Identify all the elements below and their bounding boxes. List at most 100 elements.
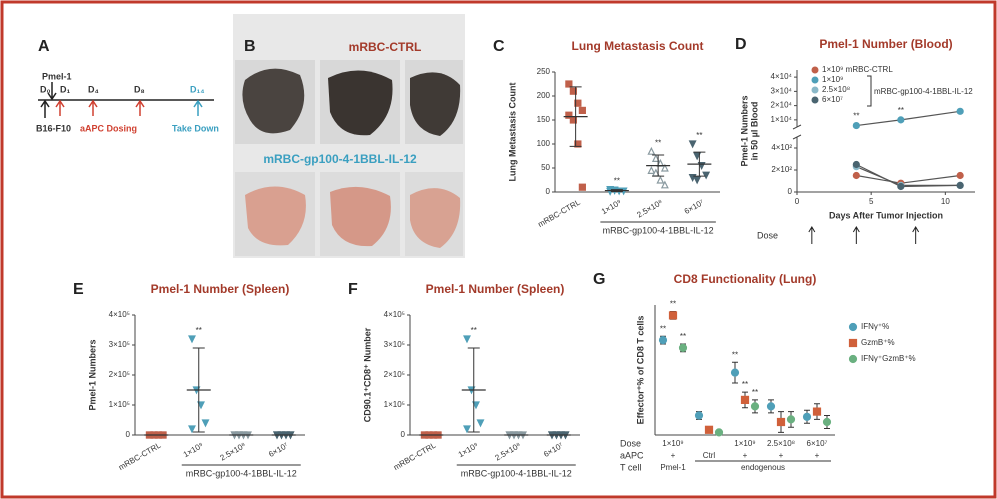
- x-tick-label: 10: [941, 197, 950, 206]
- line: [856, 110, 961, 127]
- point: [693, 176, 702, 185]
- significance: **: [670, 300, 676, 309]
- lung: [328, 70, 393, 136]
- y-tick-label: 1×10⁵: [109, 400, 130, 409]
- photo-title: mRBC-gp100-4-1BBL-IL-12: [263, 152, 417, 166]
- group-label: Pmel-1: [660, 463, 686, 472]
- row-label: Dose: [620, 438, 641, 448]
- group-label: mRBC-gp100-4-1BBL-IL-12: [603, 225, 714, 235]
- error-bar: [693, 151, 706, 177]
- legend-label: 6×10⁷: [822, 95, 843, 104]
- day: D₁: [60, 84, 70, 94]
- point: [188, 425, 196, 434]
- point: [658, 336, 668, 345]
- point: [852, 160, 860, 169]
- x-axis-label: Days After Tumor Injection: [829, 210, 943, 220]
- chart-title: Pmel-1 Number (Spleen): [151, 282, 290, 296]
- y-tick-label: 0: [401, 430, 406, 439]
- error-bar: [467, 347, 480, 433]
- y-tick-label: 0: [126, 430, 131, 439]
- point: [678, 343, 688, 352]
- point: [660, 180, 669, 189]
- y-axis-label: Pmel-1 Numbers: [87, 339, 97, 410]
- day: D₈: [134, 84, 145, 94]
- line: [856, 163, 961, 188]
- dosing-label: aAPC Dosing: [80, 123, 137, 133]
- point: [578, 183, 586, 191]
- y-tick-label: 4×10⁵: [384, 310, 405, 319]
- point: [848, 354, 858, 364]
- chart-title: Pmel-1 Number (Blood): [819, 37, 952, 51]
- lung: [410, 188, 461, 248]
- y-axis-label: Pmel-1 Numbers: [739, 95, 749, 166]
- x-tick-label: mRBC-CTRL: [536, 197, 582, 229]
- significance: **: [614, 177, 620, 186]
- point: [956, 171, 964, 180]
- point: [647, 146, 656, 155]
- row-label: aAPC: [620, 450, 644, 460]
- point: [852, 171, 860, 180]
- x-tick-label: 6×10⁷: [267, 441, 290, 459]
- point: [651, 154, 660, 162]
- bracket: [867, 75, 872, 107]
- day: D₁₄: [190, 84, 205, 94]
- point: [776, 417, 786, 427]
- y-tick-label: 2×10²: [771, 165, 792, 174]
- y-tick-label: 0: [788, 187, 793, 196]
- chart: C Lung Metastasis Count 0 50 100 150 200 250 Lun…: [493, 38, 720, 235]
- significance: **: [696, 131, 702, 140]
- group-label: mRBC-gp100-4-1BBL-IL-12: [186, 468, 297, 478]
- panel-label: F: [348, 281, 358, 298]
- chart: D Pmel-1 Number (Blood) 0 2×10² 4×10² 1×10⁴ 2×…: [735, 36, 975, 244]
- point: [714, 428, 724, 437]
- x-tick-label: 2.5×10⁸: [218, 441, 247, 463]
- point: [565, 80, 573, 88]
- point: [956, 107, 964, 115]
- y-tick-label: 3×10⁵: [109, 340, 130, 349]
- significance: **: [898, 106, 904, 115]
- chart-title: Lung Metastasis Count: [571, 39, 703, 53]
- day: D₀: [40, 84, 51, 94]
- point: [786, 415, 796, 424]
- legend-label: GzmB⁺%: [861, 338, 895, 347]
- point: [201, 419, 210, 428]
- cell: +: [671, 451, 676, 460]
- significance: **: [660, 324, 666, 333]
- point: [852, 121, 860, 130]
- error-bar: [192, 347, 205, 433]
- point: [668, 311, 678, 320]
- significance: **: [742, 380, 748, 389]
- photo-title: mRBC-CTRL: [349, 40, 422, 54]
- panel-label: C: [493, 38, 505, 55]
- y-tick-label: 3×10⁵: [384, 340, 405, 349]
- chart: G CD8 Functionality (Lung) Effector⁺% of C…: [593, 271, 916, 472]
- significance: **: [853, 112, 859, 121]
- point: [897, 182, 905, 191]
- point: [802, 412, 812, 421]
- point: [565, 111, 573, 119]
- x-tick-label: 2.5×10⁸: [635, 198, 664, 220]
- legend-marker: [811, 66, 819, 74]
- y-tick-label: 250: [537, 67, 551, 76]
- point: [472, 401, 480, 410]
- line: [856, 174, 961, 184]
- panel-label: E: [73, 281, 84, 298]
- point: [848, 322, 858, 332]
- y-tick-label: 2×10⁴: [771, 101, 793, 110]
- point: [197, 401, 205, 410]
- y-tick-label: 4×10⁵: [109, 310, 130, 319]
- y-tick-label: 4×10⁴: [771, 72, 793, 81]
- dose-arrow: [808, 226, 816, 244]
- point: [693, 152, 702, 161]
- arrow: [40, 99, 50, 118]
- x-tick-label: 1×10⁹: [182, 441, 205, 460]
- panel-label: B: [244, 38, 256, 55]
- significance: **: [752, 388, 758, 397]
- tumor-label: B16-F10: [36, 123, 71, 133]
- cell: +: [743, 451, 748, 460]
- x-tick-label: 1×10⁹: [600, 198, 623, 217]
- panel-label: A: [38, 38, 50, 55]
- arrow: [47, 82, 57, 101]
- group-label: endogenous: [741, 463, 785, 472]
